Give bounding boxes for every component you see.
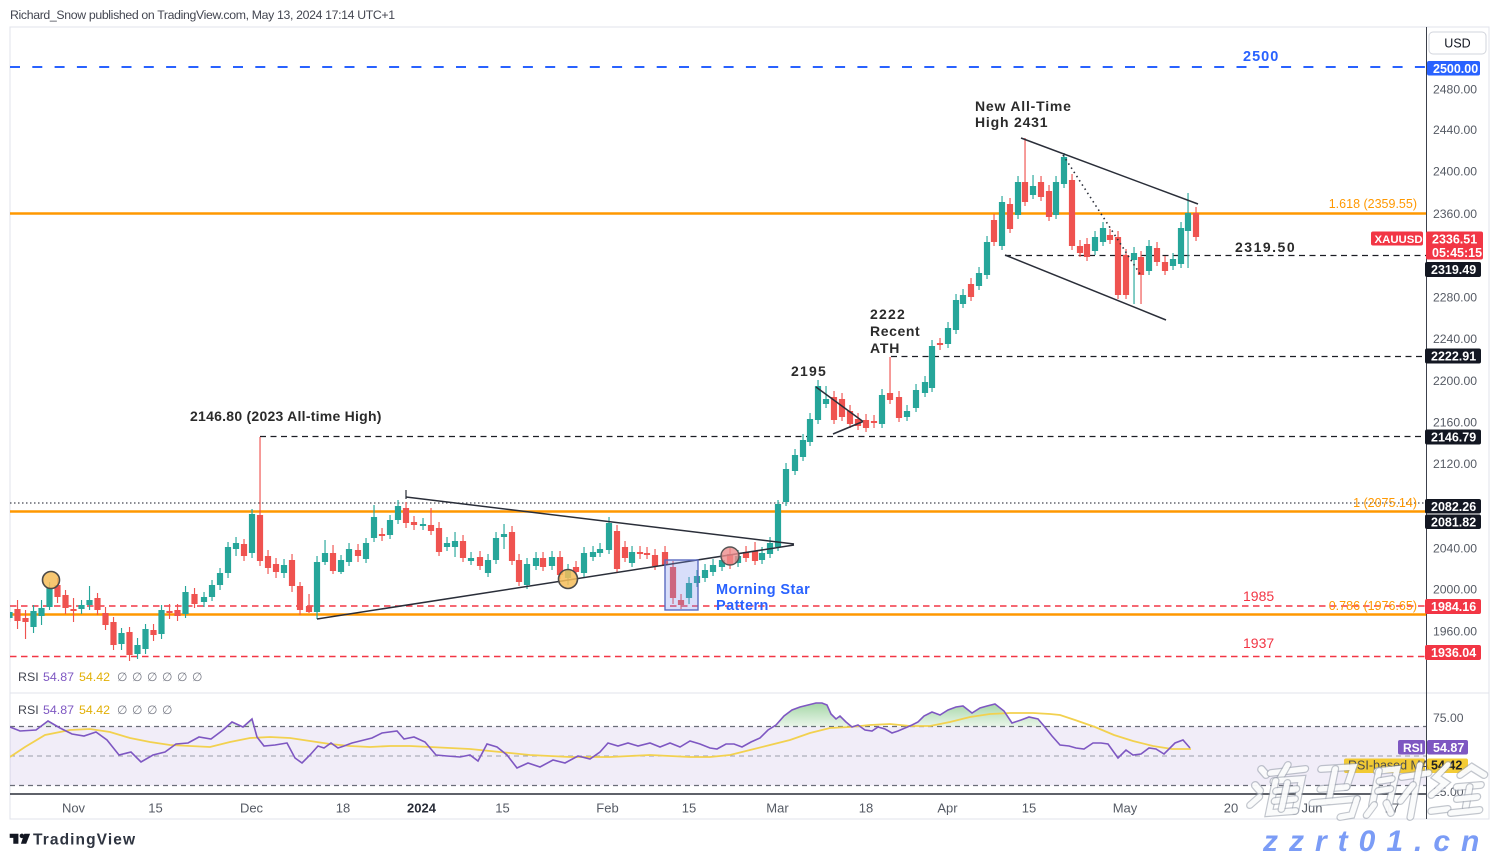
svg-text:1936.04: 1936.04 bbox=[1431, 646, 1476, 660]
svg-text:2222: 2222 bbox=[870, 306, 906, 322]
svg-text:Nov: Nov bbox=[62, 801, 86, 816]
svg-text:∅: ∅ bbox=[117, 670, 127, 684]
svg-text:∅: ∅ bbox=[147, 670, 157, 684]
svg-text:54.42: 54.42 bbox=[79, 670, 110, 684]
svg-text:XAUUSD: XAUUSD bbox=[1375, 234, 1423, 246]
svg-text:2000.00: 2000.00 bbox=[1433, 583, 1477, 597]
svg-text:2200.00: 2200.00 bbox=[1433, 374, 1477, 388]
svg-text:Apr: Apr bbox=[937, 801, 958, 816]
svg-text:∅: ∅ bbox=[162, 670, 172, 684]
svg-text:15: 15 bbox=[1022, 801, 1036, 816]
svg-text:05:45:15: 05:45:15 bbox=[1432, 246, 1482, 260]
svg-text:2082.26: 2082.26 bbox=[1431, 500, 1476, 514]
svg-text:54.87: 54.87 bbox=[43, 703, 74, 717]
svg-text:New All-Time: New All-Time bbox=[975, 98, 1072, 114]
svg-text:1.618 (2359.55): 1.618 (2359.55) bbox=[1329, 197, 1417, 211]
svg-text:2160.00: 2160.00 bbox=[1433, 416, 1477, 430]
svg-text:2440.00: 2440.00 bbox=[1433, 123, 1477, 137]
svg-text:∅: ∅ bbox=[177, 670, 187, 684]
svg-text:∅: ∅ bbox=[192, 670, 202, 684]
svg-text:2195: 2195 bbox=[791, 363, 827, 379]
svg-text:2081.82: 2081.82 bbox=[1431, 515, 1476, 529]
svg-text:15: 15 bbox=[682, 801, 696, 816]
svg-text:15: 15 bbox=[148, 801, 162, 816]
svg-text:Morning Star: Morning Star bbox=[716, 582, 810, 598]
svg-text:2146.79: 2146.79 bbox=[1431, 431, 1476, 445]
svg-text:2040.00: 2040.00 bbox=[1433, 542, 1477, 556]
svg-text:RSI: RSI bbox=[18, 670, 39, 684]
svg-text:2146.80 (2023 All-time High): 2146.80 (2023 All-time High) bbox=[190, 408, 382, 424]
svg-text:Pattern: Pattern bbox=[716, 598, 769, 614]
svg-text:2222.91: 2222.91 bbox=[1431, 350, 1476, 364]
svg-text:∅: ∅ bbox=[132, 703, 142, 717]
svg-text:1960.00: 1960.00 bbox=[1433, 625, 1477, 639]
svg-text:1984.16: 1984.16 bbox=[1431, 600, 1476, 614]
svg-text:2336.51: 2336.51 bbox=[1432, 233, 1477, 247]
svg-text:2360.00: 2360.00 bbox=[1433, 207, 1477, 221]
svg-text:15: 15 bbox=[495, 801, 509, 816]
svg-text:1985: 1985 bbox=[1243, 588, 1274, 604]
svg-text:May: May bbox=[1113, 801, 1138, 816]
svg-text:RSI: RSI bbox=[1403, 741, 1423, 755]
svg-text:TradingView: TradingView bbox=[33, 832, 136, 849]
svg-text:∅: ∅ bbox=[117, 703, 127, 717]
svg-text:Recent: Recent bbox=[870, 323, 920, 339]
svg-text:High 2431: High 2431 bbox=[975, 114, 1048, 130]
svg-text:∅: ∅ bbox=[162, 703, 172, 717]
svg-text:0.786 (1976.65): 0.786 (1976.65) bbox=[1329, 599, 1417, 613]
svg-text:54.87: 54.87 bbox=[1433, 741, 1464, 755]
svg-text:2024: 2024 bbox=[407, 801, 437, 816]
svg-text:Richard_Snow published on Trad: Richard_Snow published on TradingView.co… bbox=[10, 8, 395, 22]
svg-text:2280.00: 2280.00 bbox=[1433, 291, 1477, 305]
svg-text:2319.50: 2319.50 bbox=[1235, 239, 1296, 255]
svg-text:RSI-based MA: RSI-based MA bbox=[1348, 759, 1430, 773]
svg-text:Dec: Dec bbox=[240, 801, 264, 816]
svg-text:RSI: RSI bbox=[18, 703, 39, 717]
svg-text:18: 18 bbox=[336, 801, 350, 816]
svg-text:∅: ∅ bbox=[132, 670, 142, 684]
svg-text:2319.49: 2319.49 bbox=[1431, 263, 1476, 277]
svg-text:1 (2075.14): 1 (2075.14) bbox=[1353, 496, 1417, 510]
svg-text:54.87: 54.87 bbox=[43, 670, 74, 684]
svg-text:Feb: Feb bbox=[596, 801, 618, 816]
svg-text:Mar: Mar bbox=[766, 801, 789, 816]
svg-text:18: 18 bbox=[859, 801, 873, 816]
svg-text:2500.00: 2500.00 bbox=[1433, 62, 1478, 76]
svg-text:USD: USD bbox=[1444, 37, 1470, 51]
svg-text:20: 20 bbox=[1224, 801, 1238, 816]
svg-text:2400.00: 2400.00 bbox=[1433, 165, 1477, 179]
svg-text:∅: ∅ bbox=[147, 703, 157, 717]
svg-text:75.00: 75.00 bbox=[1433, 711, 1464, 725]
svg-text:2240.00: 2240.00 bbox=[1433, 332, 1477, 346]
svg-text:zzrt01.cn: zzrt01.cn bbox=[1262, 825, 1490, 857]
svg-text:1937: 1937 bbox=[1243, 635, 1274, 651]
svg-text:54.42: 54.42 bbox=[79, 703, 110, 717]
svg-text:2500: 2500 bbox=[1243, 49, 1279, 65]
svg-text:2120.00: 2120.00 bbox=[1433, 457, 1477, 471]
svg-text:2480.00: 2480.00 bbox=[1433, 83, 1477, 97]
svg-text:ATH: ATH bbox=[870, 340, 900, 356]
